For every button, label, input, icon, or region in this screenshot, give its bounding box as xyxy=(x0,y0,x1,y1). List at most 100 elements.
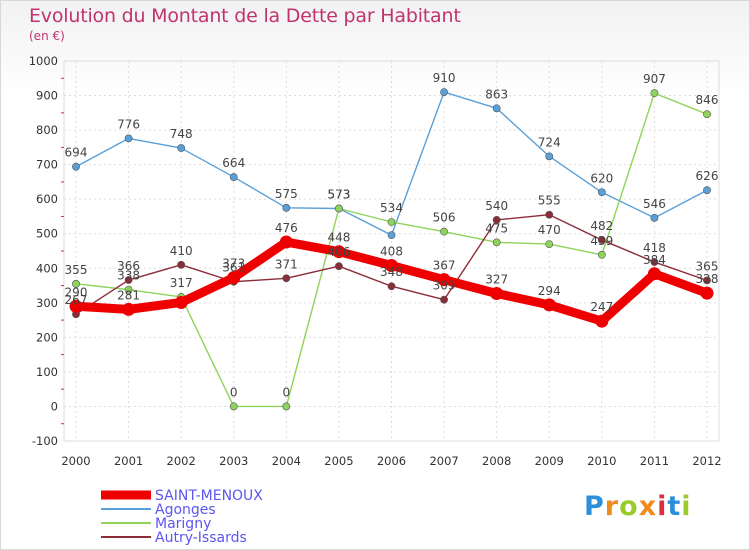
y-tick-label: 400 xyxy=(36,261,58,275)
legend-label: Marigny xyxy=(155,516,211,532)
data-point xyxy=(542,298,556,312)
x-tick-label: 2005 xyxy=(324,454,353,468)
logo-letter: o xyxy=(619,491,639,522)
data-label: 365 xyxy=(696,259,719,273)
data-label: 470 xyxy=(538,223,561,237)
legend-label: SAINT-MENOUX xyxy=(155,488,263,504)
y-tick-label: 1000 xyxy=(29,54,58,68)
data-point xyxy=(490,286,504,300)
logo-letter: r xyxy=(604,491,620,522)
chart-unit-label: (en €) xyxy=(29,29,65,43)
data-point xyxy=(440,88,448,96)
data-point xyxy=(122,302,136,316)
data-point xyxy=(177,144,186,152)
data-point xyxy=(492,238,501,247)
data-point xyxy=(387,231,396,240)
data-label: 620 xyxy=(590,171,613,185)
data-label: 664 xyxy=(222,156,245,170)
data-label: 439 xyxy=(590,234,613,248)
data-point xyxy=(72,162,80,171)
legend-label: Agonges xyxy=(155,502,216,518)
data-point xyxy=(440,295,448,304)
data-label: 267 xyxy=(65,293,88,307)
x-tick-label: 2003 xyxy=(219,454,248,468)
data-point xyxy=(545,210,554,219)
y-tick-label: 100 xyxy=(36,365,58,379)
data-label: 309 xyxy=(433,279,456,293)
data-point xyxy=(437,273,451,287)
data-point xyxy=(597,236,606,244)
data-point xyxy=(124,134,133,143)
data-point xyxy=(492,104,501,113)
data-label: 367 xyxy=(433,259,456,273)
data-point xyxy=(282,274,291,283)
data-label: 366 xyxy=(117,259,140,273)
data-label: 534 xyxy=(380,201,403,215)
y-tick-label: -100 xyxy=(32,434,58,448)
x-tick-label: 2012 xyxy=(692,454,721,468)
x-tick-label: 2011 xyxy=(640,454,669,468)
data-label: 338 xyxy=(117,269,140,283)
proxiti-logo: Proxiti xyxy=(584,491,692,522)
y-tick-label: 500 xyxy=(36,227,58,241)
data-point xyxy=(282,203,291,212)
data-point xyxy=(703,110,711,119)
logo-letter: i xyxy=(657,491,668,522)
data-label: 776 xyxy=(117,117,140,131)
data-label: 0 xyxy=(230,385,238,399)
data-label: 406 xyxy=(327,245,350,259)
data-label: 373 xyxy=(222,257,245,271)
data-label: 546 xyxy=(643,197,666,211)
data-label: 575 xyxy=(275,187,298,201)
data-point xyxy=(492,216,501,224)
x-tick-label: 2008 xyxy=(482,454,511,468)
data-point xyxy=(700,286,714,300)
logo-letter: x xyxy=(638,491,658,522)
data-label: 0 xyxy=(283,385,291,399)
data-label: 281 xyxy=(117,288,140,302)
y-tick-label: 0 xyxy=(51,399,58,413)
logo-letter: t xyxy=(667,491,682,522)
logo-letter: P xyxy=(584,491,605,522)
data-label: 475 xyxy=(485,221,508,235)
data-label: 448 xyxy=(327,231,350,245)
data-point xyxy=(124,285,133,294)
data-label: 247 xyxy=(590,300,613,314)
data-label: 361 xyxy=(222,261,245,275)
data-point xyxy=(387,282,396,291)
data-point xyxy=(650,213,659,222)
y-tick-label: 300 xyxy=(36,296,58,310)
data-point xyxy=(387,218,396,226)
data-point xyxy=(72,279,80,288)
data-label: 317 xyxy=(170,276,193,290)
data-point xyxy=(545,240,554,248)
data-label: 327 xyxy=(485,272,508,286)
data-label: 410 xyxy=(170,244,193,258)
data-point xyxy=(174,295,188,309)
data-label: 355 xyxy=(65,263,88,277)
data-label: 626 xyxy=(696,169,719,183)
data-label: 694 xyxy=(65,146,88,160)
legend-label: Autry-Issards xyxy=(155,530,247,546)
x-tick-label: 2004 xyxy=(272,454,301,468)
data-label: 907 xyxy=(643,72,666,86)
data-label: 384 xyxy=(643,253,666,267)
x-tick-label: 2010 xyxy=(587,454,616,468)
data-label: 555 xyxy=(538,194,561,208)
x-tick-label: 2001 xyxy=(114,454,143,468)
y-tick-label: 600 xyxy=(36,192,58,206)
data-label: 476 xyxy=(275,221,298,235)
x-tick-label: 2006 xyxy=(377,454,406,468)
data-label: 371 xyxy=(275,257,298,271)
data-label: 748 xyxy=(170,127,193,141)
data-label: 328 xyxy=(696,272,719,286)
data-label: 910 xyxy=(433,71,456,85)
data-point xyxy=(69,299,83,313)
data-label: 724 xyxy=(538,135,561,149)
logo-letter: i xyxy=(681,491,692,522)
data-point xyxy=(385,259,398,273)
data-label: 846 xyxy=(696,93,719,107)
data-label: 506 xyxy=(433,211,456,225)
